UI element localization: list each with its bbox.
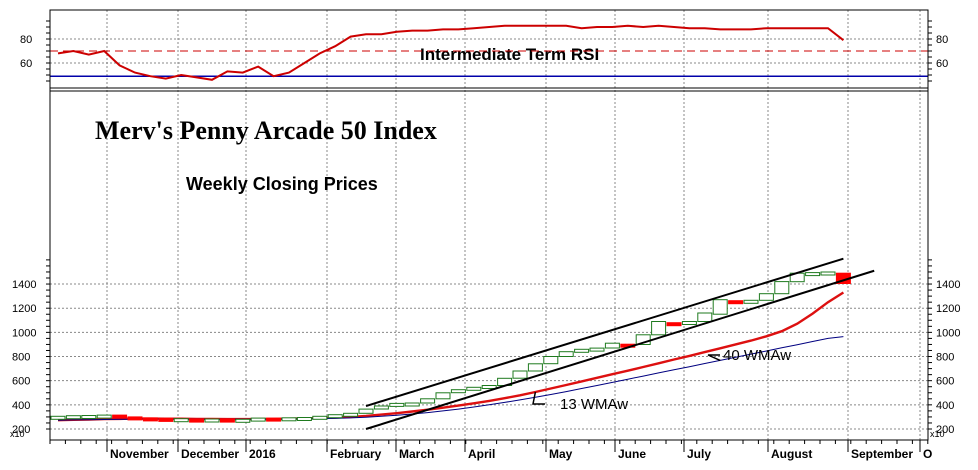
candle-down	[158, 417, 174, 422]
candle-up	[651, 321, 667, 336]
price-tick-label-right: 200	[936, 424, 954, 436]
candle-down	[666, 322, 682, 327]
month-label: July	[687, 447, 711, 461]
rsi-line	[57, 24, 845, 81]
candle-down	[728, 300, 744, 305]
price-tick-label-right: 1400	[936, 279, 960, 291]
month-label: May	[549, 447, 573, 461]
axes: 60 60 80 80 200 200 400 400 600 600 800 800 1000 1000…	[10, 9, 960, 441]
candle-up	[81, 415, 97, 419]
month-label: September	[851, 447, 913, 461]
candle-up	[512, 370, 528, 379]
candle-up	[743, 299, 759, 304]
rsi-panel: Intermediate Term RSI	[50, 24, 928, 81]
candle-up	[420, 398, 436, 404]
month-label: November	[110, 447, 169, 461]
price-tick-label-left: 600	[12, 376, 30, 388]
x-axis: November December 2016 February March April Ma…	[49, 440, 932, 461]
rsi-tick-label-right: 80	[936, 34, 948, 46]
candle-up	[805, 272, 821, 277]
candle-up	[373, 405, 389, 410]
candle-up	[96, 414, 112, 419]
candle-down	[219, 418, 235, 423]
rsi-tick-label-left: 80	[20, 34, 32, 46]
candle-up	[312, 415, 328, 420]
month-label: December	[181, 447, 239, 461]
candle-up	[296, 417, 312, 421]
price-tick-label-left: 800	[12, 352, 30, 364]
candle-up	[50, 415, 66, 420]
price-tick-label-right: 1200	[936, 303, 960, 315]
candle-up	[758, 293, 774, 301]
candle-up	[527, 363, 543, 372]
scale-note-left: x10	[10, 429, 25, 439]
candle-up	[404, 402, 420, 407]
candle-up	[235, 418, 251, 423]
plot-frame	[49, 9, 929, 441]
candle-up	[774, 281, 790, 295]
trend-channel-lower	[365, 269, 875, 430]
month-label: O	[923, 447, 932, 461]
annotation-leader	[707, 354, 721, 362]
chart-subtitle: Weekly Closing Prices	[186, 174, 378, 194]
candle-up	[327, 414, 343, 419]
candle-up	[589, 347, 605, 352]
candle-up	[604, 342, 620, 349]
candle-down	[112, 414, 128, 419]
month-label: 2016	[249, 447, 276, 461]
chart-title: Merv's Penny Arcade 50 Index	[95, 116, 437, 145]
scale-note-right: x10	[930, 429, 945, 439]
candle-up	[681, 321, 697, 325]
annotation-label: 13 WMAw	[560, 396, 628, 413]
candle-up	[481, 385, 497, 389]
trend-channel-upper	[365, 257, 844, 408]
candle-down	[189, 418, 205, 423]
candle-up	[435, 392, 451, 400]
month-label: June	[618, 447, 646, 461]
candle-up	[820, 271, 836, 276]
candle-up	[65, 415, 81, 420]
price-tick-label-right: 1000	[936, 327, 960, 339]
candle-up	[450, 389, 466, 394]
candle-up	[543, 356, 559, 365]
annotation-label: 40 WMAw	[723, 347, 791, 364]
candle-up	[712, 299, 728, 315]
month-label: February	[330, 447, 382, 461]
price-tick-label-right: 800	[936, 352, 954, 364]
month-label: April	[468, 447, 495, 461]
candle-up	[343, 412, 359, 417]
price-tick-label-left: 400	[12, 400, 30, 412]
annotation-leader	[532, 391, 545, 405]
price-panel: Merv's Penny Arcade 50 Index Weekly Clos…	[50, 116, 875, 430]
candle-down	[266, 417, 282, 422]
price-tick-label-left: 1400	[12, 279, 36, 291]
price-tick-label-left: 1200	[12, 303, 36, 315]
month-label: August	[771, 447, 812, 461]
candle-up	[173, 418, 189, 423]
candle-up	[250, 417, 266, 422]
candle-up	[204, 418, 220, 423]
rsi-title: Intermediate Term RSI	[420, 45, 599, 64]
rsi-tick-label-right: 60	[936, 58, 948, 70]
candle-up	[281, 417, 297, 422]
candle-down	[127, 416, 143, 421]
candle-up	[466, 386, 482, 391]
moving-average-line	[57, 336, 844, 421]
price-tick-label-right: 600	[936, 376, 954, 388]
rsi-tick-label-left: 60	[20, 58, 32, 70]
month-label: March	[399, 447, 434, 461]
candle-down	[142, 417, 158, 422]
candle-up	[558, 351, 574, 358]
candle-up	[358, 408, 374, 414]
price-tick-label-right: 400	[936, 400, 954, 412]
candle-up	[389, 402, 405, 407]
candle-up	[697, 312, 713, 322]
price-tick-label-left: 200	[12, 424, 30, 436]
candle-up	[574, 348, 590, 353]
price-tick-label-left: 1000	[12, 327, 36, 339]
